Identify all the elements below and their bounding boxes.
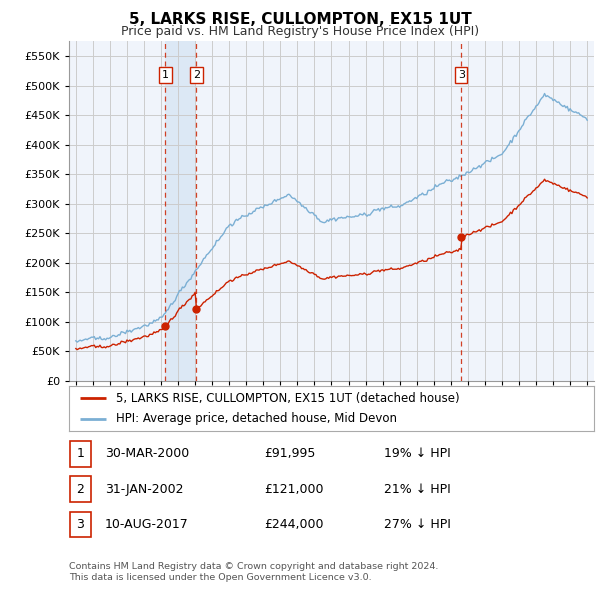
Text: Price paid vs. HM Land Registry's House Price Index (HPI): Price paid vs. HM Land Registry's House … xyxy=(121,25,479,38)
Bar xyxy=(166,41,196,381)
Text: HPI: Average price, detached house, Mid Devon: HPI: Average price, detached house, Mid … xyxy=(116,412,397,425)
Text: 2: 2 xyxy=(76,483,85,496)
Text: 1: 1 xyxy=(162,70,169,80)
Bar xyxy=(70,512,91,537)
Text: 21% ↓ HPI: 21% ↓ HPI xyxy=(384,483,451,496)
Text: 2: 2 xyxy=(193,70,200,80)
Text: 30-MAR-2000: 30-MAR-2000 xyxy=(105,447,189,460)
Text: 31-JAN-2002: 31-JAN-2002 xyxy=(105,483,184,496)
Bar xyxy=(70,441,91,467)
Bar xyxy=(70,476,91,502)
Text: This data is licensed under the Open Government Licence v3.0.: This data is licensed under the Open Gov… xyxy=(69,572,371,582)
Text: Contains HM Land Registry data © Crown copyright and database right 2024.: Contains HM Land Registry data © Crown c… xyxy=(69,562,439,571)
Text: £91,995: £91,995 xyxy=(264,447,316,460)
Text: 5, LARKS RISE, CULLOMPTON, EX15 1UT: 5, LARKS RISE, CULLOMPTON, EX15 1UT xyxy=(128,12,472,27)
Text: 10-AUG-2017: 10-AUG-2017 xyxy=(105,518,189,531)
Text: 19% ↓ HPI: 19% ↓ HPI xyxy=(384,447,451,460)
Text: 5, LARKS RISE, CULLOMPTON, EX15 1UT (detached house): 5, LARKS RISE, CULLOMPTON, EX15 1UT (det… xyxy=(116,392,460,405)
Text: 3: 3 xyxy=(458,70,465,80)
Text: £244,000: £244,000 xyxy=(264,518,323,531)
Text: 1: 1 xyxy=(76,447,85,460)
Text: 3: 3 xyxy=(76,518,85,531)
Text: £121,000: £121,000 xyxy=(264,483,323,496)
Text: 27% ↓ HPI: 27% ↓ HPI xyxy=(384,518,451,531)
